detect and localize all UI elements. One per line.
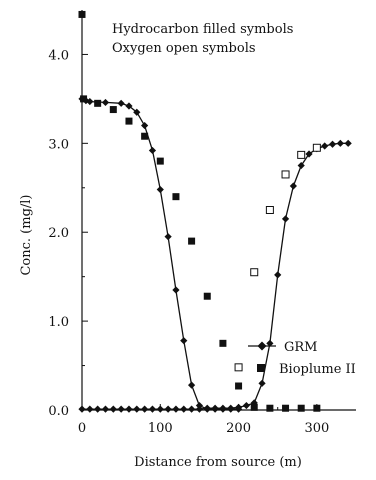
grm-oxygen-point [203,404,211,412]
grm-oxygen-point [227,404,235,412]
grm-oxygen-point [274,271,282,279]
bioplume-ii-hydrocarbon-point [235,382,243,390]
bioplume-ii-oxygen-point [265,206,274,214]
x-tick-label: 300 [304,421,329,436]
bioplume-ii-hydrocarbon-point [109,106,117,114]
grm-hydrocarbon-point [156,185,164,194]
grm-oxygen-point [344,139,352,147]
grm-oxygen-point [117,405,125,413]
bioplume-ii-hydrocarbon-point [80,95,88,103]
bioplume-ii-hydrocarbon-point [172,193,180,201]
annotation-oxygen: Oxygen open symbols [112,41,256,56]
grm-hydrocarbon-point [117,99,125,107]
bioplume-ii-oxygen-point [281,170,290,179]
grm-oxygen-point [164,405,172,413]
legend-grm-label: GRM [284,340,317,355]
y-tick-label: 1.0 [48,315,69,330]
grm-oxygen-point [297,161,305,170]
grm-oxygen-point [148,405,157,413]
grm-oxygen-point [258,379,266,387]
series [78,10,352,413]
legend: GRM Bioplume II [248,340,356,377]
grm-oxygen-point [172,405,180,413]
grm-hydrocarbon-point [148,146,157,155]
grm-oxygen-point [336,139,344,147]
legend-bioplume-label: Bioplume II [279,362,356,377]
grm-oxygen-point [94,405,102,413]
grm-oxygen-point [188,405,196,413]
grm-oxygen-point [78,405,86,413]
y-tick-label: 0.0 [48,404,69,419]
grm-oxygen-point [125,405,133,413]
grm-oxygen-point [305,150,313,158]
bioplume-ii-hydrocarbon-point [219,339,227,347]
grm-oxygen-point [109,405,117,413]
bioplume-ii-oxygen-point [250,268,259,277]
bioplume-ii-hydrocarbon-point [141,132,149,140]
legend-grm-marker [257,341,267,351]
grm-hydrocarbon-point [172,286,180,294]
grm-hydrocarbon-line [81,98,239,410]
y-tick-label: 3.0 [48,137,69,152]
bioplume-ii-hydrocarbon-point [125,117,133,125]
annotation-hydrocarbon: Hydrocarbon filled symbols [112,22,293,37]
grm-oxygen-point [321,142,329,150]
grm-hydrocarbon-point [125,102,133,110]
grm-oxygen-point [195,405,204,413]
bioplume-ii-hydrocarbon-point [266,404,274,412]
grm-oxygen-point [180,405,188,413]
bioplume-ii-hydrocarbon-point [156,157,164,165]
grm-hydrocarbon-point [188,381,196,389]
x-tick-label: 200 [226,421,251,436]
bioplume-ii-hydrocarbon-point [250,403,258,411]
grm-oxygen-point [242,401,250,410]
grm-oxygen-point [219,404,227,412]
legend-bioplume-marker [257,364,265,372]
bioplume-ii-hydrocarbon-point [203,292,211,300]
x-tick-label: 0 [78,421,86,436]
grm-hydrocarbon-point [86,97,94,106]
bioplume-ii-oxygen-point [312,143,321,152]
bioplume-ii-hydrocarbon-point [313,404,321,412]
y-tick-label: 2.0 [48,226,69,241]
x-axis-label: Distance from source (m) [134,455,302,470]
grm-hydrocarbon-point [133,108,141,116]
grm-hydrocarbon-point [141,121,149,130]
x-tick-label: 100 [148,421,173,436]
grm-oxygen-point [328,140,337,148]
grm-oxygen-point [266,339,274,347]
grm-hydrocarbon-point [101,98,110,107]
grm-oxygen-point [281,215,290,223]
bioplume-ii-oxygen-point [234,363,243,372]
bioplume-ii-hydrocarbon-point [78,10,86,18]
y-axis-label: Conc. (mg/l) [19,194,34,275]
ticks: 0.0 1.0 2.0 3.0 4.0 0 100 200 300 [48,48,329,436]
grm-oxygen-point [234,403,243,411]
bioplume-ii-oxygen-point [297,150,306,159]
y-tick-label: 4.0 [48,48,69,63]
grm-oxygen-point [101,405,110,413]
bioplume-ii-hydrocarbon-point [282,404,290,412]
bioplume-ii-hydrocarbon-point [94,99,102,107]
grm-oxygen-point [86,405,94,413]
grm-oxygen-point [289,182,297,190]
grm-hydrocarbon-point [180,337,188,345]
grm-oxygen-point [156,405,164,413]
grm-oxygen-point [211,404,219,412]
grm-oxygen-point [141,405,149,413]
grm-hydrocarbon-point [164,233,172,241]
grm-oxygen-point [133,405,141,413]
bioplume-ii-hydrocarbon-point [297,404,305,412]
bioplume-ii-hydrocarbon-point [188,237,196,245]
